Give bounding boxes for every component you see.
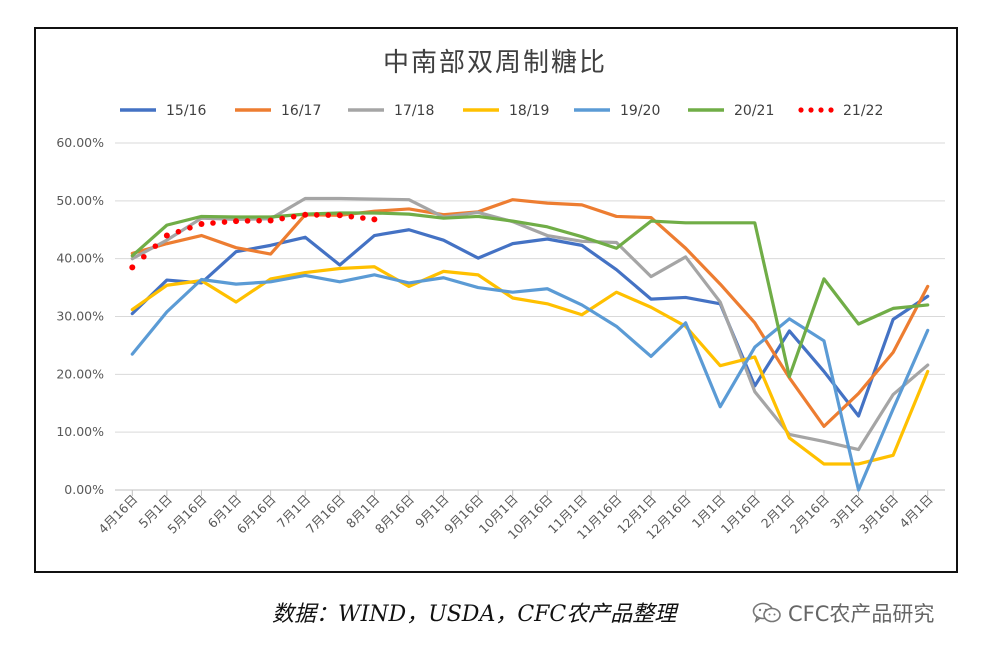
legend-label-16/17: 16/17 [281, 103, 321, 119]
series-point-21/22 [198, 220, 205, 227]
legend-marker-21/22 [818, 107, 824, 113]
y-tick-label: 20.00% [56, 366, 104, 381]
y-tick-label: 40.00% [56, 251, 104, 266]
x-tick-label: 4月1日 [896, 492, 936, 532]
line-chart: 中南部双周制糖比 0.00% 10.00% 20.00% 30.00% 40.00% 50.… [56, 48, 945, 542]
watermark-text: CFC农产品研究 [788, 602, 935, 626]
wechat-icon [752, 602, 781, 623]
source-note: 数据：WIND，USDA，CFC农产品整理 [272, 602, 677, 627]
series-point-21/22 [267, 217, 274, 224]
series-dot-21/22 [348, 213, 355, 220]
series-point-21/22 [371, 216, 378, 223]
chart-title: 中南部双周制糖比 [383, 48, 607, 78]
series-dot-21/22 [210, 220, 216, 226]
series-dot-21/22 [244, 218, 251, 224]
legend-label-21/22: 21/22 [843, 103, 883, 119]
legend-label-20/21: 20/21 [734, 103, 774, 119]
x-tick-label: 2月16日 [787, 492, 832, 537]
series-dot-21/22 [221, 219, 228, 225]
series-point-21/22 [163, 232, 170, 239]
series-line-16/17 [130, 198, 930, 428]
series-line-18/19 [130, 265, 930, 466]
x-tick-label: 7月16日 [303, 492, 348, 537]
x-tick-label: 1月16日 [718, 492, 763, 537]
legend-label-17/18: 17/18 [394, 103, 434, 119]
y-tick-label: 30.00% [56, 309, 104, 324]
y-tick-label: 50.00% [56, 193, 104, 208]
legend-label-15/16: 15/16 [166, 103, 206, 119]
y-tick-label: 10.00% [56, 424, 104, 439]
series-line-19/20 [130, 273, 930, 492]
legend-label-19/20: 19/20 [620, 103, 660, 119]
legend-marker-21/22 [828, 107, 834, 113]
series-dot-21/22 [152, 243, 159, 249]
series-dot-21/22 [290, 213, 297, 220]
y-tick-label: 60.00% [56, 135, 104, 150]
series-line-15/16 [130, 228, 930, 418]
chart-frame: 中南部双周制糖比 0.00% 10.00% 20.00% 30.00% 40.00% 50.… [34, 27, 958, 573]
series-point-21/22 [129, 264, 136, 271]
series-dot-21/22 [256, 217, 262, 224]
series-point-21/22 [233, 218, 240, 225]
series-dot-21/22 [187, 225, 193, 231]
series-dot-21/22 [141, 253, 147, 260]
watermark: CFC农产品研究 [752, 598, 934, 628]
series-dot-21/22 [279, 215, 285, 222]
x-tick-label: 5月16日 [164, 492, 209, 537]
series-line-17/18 [130, 196, 930, 452]
series-point-21/22 [336, 212, 343, 219]
series-dot-21/22 [313, 212, 320, 218]
x-tick-label: 8月16日 [372, 492, 417, 537]
series-dot-21/22 [360, 215, 366, 221]
series-line-20/21 [130, 211, 930, 379]
series-dot-21/22 [325, 212, 332, 218]
series-point-21/22 [302, 211, 309, 218]
legend-marker-21/22 [808, 107, 814, 113]
x-tick-label: 4月16日 [95, 492, 140, 537]
legend-marker-21/22 [798, 107, 804, 113]
x-tick-label: 6月16日 [234, 492, 279, 537]
y-tick-label: 0.00% [64, 482, 104, 497]
x-tick-label: 3月16日 [856, 492, 901, 537]
legend-label-18/19: 18/19 [509, 103, 549, 119]
series-dot-21/22 [175, 228, 182, 235]
